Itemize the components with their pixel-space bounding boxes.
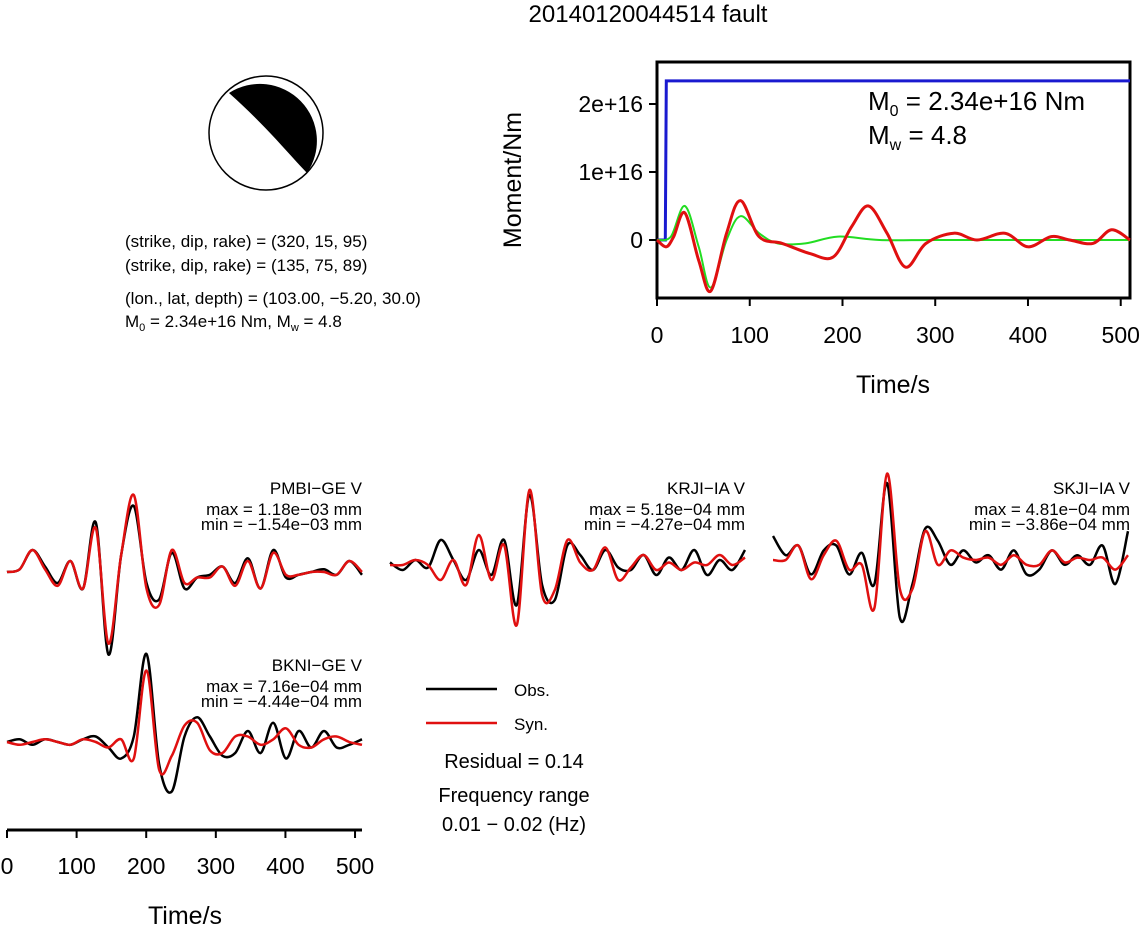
min-amplitude-label: min = −4.44e−04 mm xyxy=(201,692,362,711)
figure-title: 20140120044514 fault xyxy=(529,1,768,28)
moment-xtick-label: 400 xyxy=(1009,322,1047,348)
max-amplitude-label: max = 5.18e−04 mm xyxy=(589,500,745,519)
legend: Obs. Syn. xyxy=(426,681,550,734)
legend-obs-label: Obs. xyxy=(514,681,550,700)
synthetic-waveform xyxy=(6,669,363,776)
synthetic-waveform xyxy=(772,472,1129,612)
waveform-xtick-label: 500 xyxy=(336,853,374,879)
waveform-xtick-label: 0 xyxy=(1,853,14,879)
beachball-compression-quadrant xyxy=(229,83,317,173)
min-amplitude-label: min = −3.86e−04 mm xyxy=(969,515,1130,534)
residual-text: Residual = 0.14 xyxy=(444,751,584,773)
moment-xtick-label: 500 xyxy=(1102,322,1140,348)
waveform-xlabel: Time/s xyxy=(148,902,222,926)
moment-xtick-label: 200 xyxy=(823,322,861,348)
moment-rate-alt-line xyxy=(656,199,1131,294)
moment-summary-text: M0 = 2.34e+16 Nm, Mw = 4.8 xyxy=(125,312,342,334)
m0-annotation: M0 = 2.34e+16 Nm xyxy=(868,86,1085,120)
plane2-text: (strike, dip, rake) = (135, 75, 89) xyxy=(125,256,367,275)
moment-rate-chart: 0 1e+16 2e+16 0 100 200 300 400 500 Time/s Moment/… xyxy=(499,60,1140,399)
moment-xtick-label: 300 xyxy=(916,322,954,348)
plane1-text: (strike, dip, rake) = (320, 15, 95) xyxy=(125,232,367,251)
moment-ylabel: Moment/Nm xyxy=(499,112,527,248)
waveform-xtick-label: 200 xyxy=(127,853,165,879)
station-label: KRJI−IA V xyxy=(667,479,746,498)
min-amplitude-label: min = −4.27e−04 mm xyxy=(584,515,745,534)
waveform-xtick-label: 400 xyxy=(266,853,304,879)
synthetic-waveform xyxy=(6,493,363,645)
station-label: PMBI−GE V xyxy=(270,479,363,498)
synthetic-waveform xyxy=(389,488,746,627)
moment-ytick-label: 0 xyxy=(630,227,643,253)
waveform-xtick-label: 300 xyxy=(197,853,235,879)
min-amplitude-label: min = −1.54e−03 mm xyxy=(201,515,362,534)
frequency-value: 0.01 − 0.02 (Hz) xyxy=(442,814,586,836)
mw-annotation: Mw = 4.8 xyxy=(868,120,967,154)
moment-rate-line xyxy=(656,204,1130,289)
max-amplitude-label: max = 1.18e−03 mm xyxy=(206,500,362,519)
location-text: (lon., lat, depth) = (103.00, −5.20, 30.… xyxy=(125,289,421,308)
frequency-label: Frequency range xyxy=(438,785,589,807)
station-label: SKJI−IA V xyxy=(1053,479,1131,498)
moment-xtick-label: 100 xyxy=(731,322,769,348)
moment-ytick-label: 1e+16 xyxy=(578,159,643,185)
legend-syn-label: Syn. xyxy=(514,715,548,734)
moment-ytick-label: 2e+16 xyxy=(578,91,643,117)
station-label: BKNI−GE V xyxy=(272,656,363,675)
max-amplitude-label: max = 7.16e−04 mm xyxy=(206,677,362,696)
max-amplitude-label: max = 4.81e−04 mm xyxy=(974,500,1130,519)
waveform-time-axis: 0 100 200 300 400 500 Time/s xyxy=(1,828,374,926)
moment-xlabel: Time/s xyxy=(856,371,930,399)
moment-plot-frame xyxy=(655,60,1132,300)
waveform-xtick-label: 100 xyxy=(57,853,95,879)
moment-xtick-label: 0 xyxy=(651,322,664,348)
beachball xyxy=(208,75,324,191)
